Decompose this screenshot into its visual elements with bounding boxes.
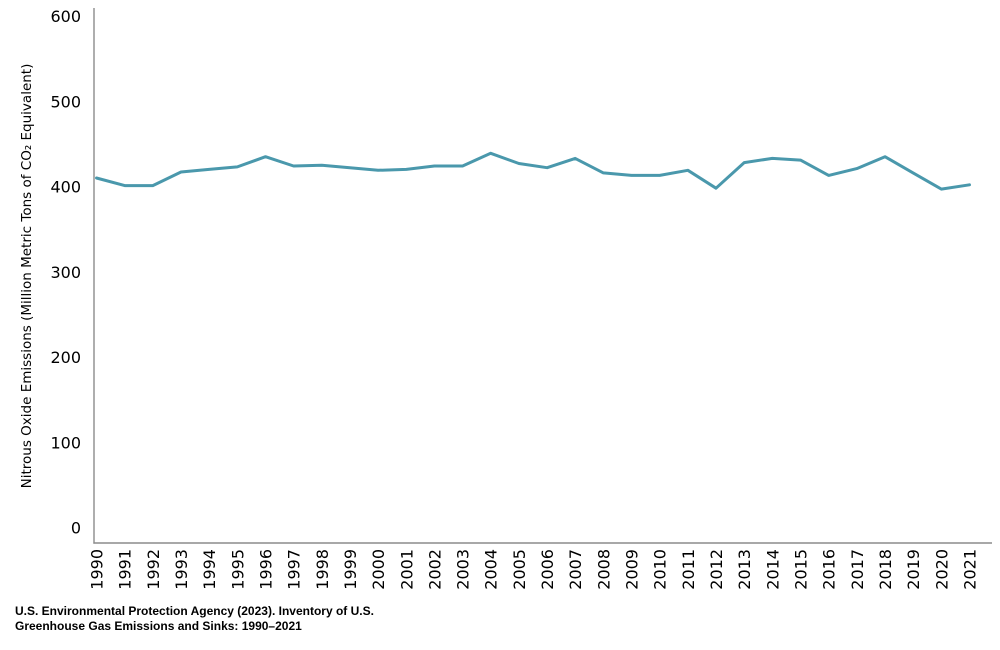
y-tick-label: 0 xyxy=(71,519,81,538)
x-tick-label: 1991 xyxy=(116,549,135,590)
x-tick-label: 2011 xyxy=(679,549,698,590)
y-axis-title: Nitrous Oxide Emissions (Million Metric … xyxy=(19,64,35,489)
x-tick-label: 2004 xyxy=(482,549,501,590)
x-tick-label: 2013 xyxy=(735,549,754,590)
x-tick-label: 1994 xyxy=(200,549,219,590)
x-tick-label: 2014 xyxy=(763,549,782,590)
source-line-2: Greenhouse Gas Emissions and Sinks: 1990… xyxy=(15,619,302,633)
y-axis-tick-labels: 0 100 200 300 400 500 600 xyxy=(50,7,81,538)
source-line-1: U.S. Environmental Protection Agency (20… xyxy=(15,604,374,618)
x-tick-label: 2015 xyxy=(792,549,811,590)
y-tick-label: 500 xyxy=(50,92,81,111)
x-tick-label: 1995 xyxy=(228,549,247,590)
x-tick-label: 1996 xyxy=(256,549,275,590)
x-tick-label: 2017 xyxy=(848,549,867,590)
y-tick-label: 600 xyxy=(50,7,81,26)
x-tick-label: 2001 xyxy=(397,549,416,590)
x-tick-label: 2003 xyxy=(454,549,473,590)
x-tick-label: 1999 xyxy=(341,549,360,590)
x-tick-label: 1993 xyxy=(172,549,191,590)
x-tick-label: 2008 xyxy=(594,549,613,590)
y-tick-label: 300 xyxy=(50,263,81,282)
x-tick-label: 1998 xyxy=(313,549,332,590)
x-tick-label: 2020 xyxy=(932,549,951,590)
y-tick-label: 200 xyxy=(50,348,81,367)
x-tick-label: 2002 xyxy=(425,549,444,590)
x-tick-label: 2016 xyxy=(820,549,839,590)
x-tick-label: 2007 xyxy=(566,549,585,590)
x-tick-label: 2012 xyxy=(707,549,726,590)
source-citation: U.S. Environmental Protection Agency (20… xyxy=(15,604,374,634)
x-tick-label: 1997 xyxy=(285,549,304,590)
x-tick-label: 2019 xyxy=(904,549,923,590)
y-tick-label: 100 xyxy=(50,433,81,452)
emissions-line-series xyxy=(95,151,971,191)
x-tick-label: 1990 xyxy=(88,549,107,590)
y-tick-label: 400 xyxy=(50,178,81,197)
x-tick-label: 2021 xyxy=(960,549,979,590)
x-tick-label: 2006 xyxy=(538,549,557,590)
x-tick-label: 2005 xyxy=(510,549,529,590)
x-tick-label: 2010 xyxy=(651,549,670,590)
x-tick-label: 2000 xyxy=(369,549,388,590)
x-tick-label: 1992 xyxy=(144,549,163,590)
x-axis-tick-labels: 1990 1991 1992 1993 1994 1995 1996 1997 1998 1999… xyxy=(88,549,980,590)
x-tick-label: 2018 xyxy=(876,549,895,590)
x-tick-label: 2009 xyxy=(623,549,642,590)
